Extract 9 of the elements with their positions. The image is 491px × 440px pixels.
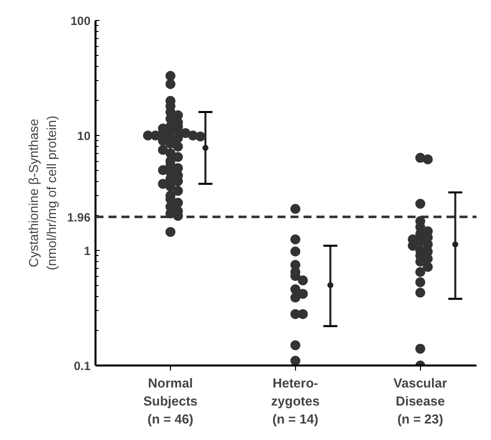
y-axis-title: Cystathionine β-Synthase (nmol/hr/mg of cell protein) xyxy=(26,116,60,270)
y-tick-label: 1.96 xyxy=(67,210,91,224)
x-tick-label: Hetero- zygotes (n = 14) xyxy=(271,376,320,426)
x-tick-label: Normal Subjects (n = 46) xyxy=(143,376,198,426)
y-tick-label: 0.1 xyxy=(74,359,91,373)
y-tick-label: 100 xyxy=(70,14,91,28)
y-tick-label: 10 xyxy=(77,129,91,143)
y-tick-label: 1 xyxy=(84,244,91,258)
x-tick-label: Vascular Disease (n = 23) xyxy=(394,376,448,426)
